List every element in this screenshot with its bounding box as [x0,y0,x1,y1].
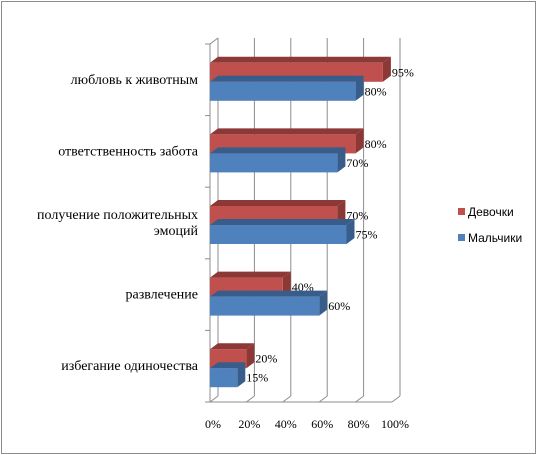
bar-side-face [282,271,291,297]
floor-gridline [246,395,255,403]
category-label: эмоций [154,224,199,239]
bar [210,153,338,173]
category-label: любловь к животным [71,73,199,88]
bar-side-face [246,343,255,369]
data-label: 75% [356,228,378,242]
category-label: избегание одиночества [61,359,199,374]
category-label: ответственность забота [58,144,199,159]
x-tick-label: 100% [381,417,409,431]
bar-side-face [355,128,364,154]
legend-swatch [458,234,465,241]
legend-label: Мальчики [468,231,522,245]
floor-gridline [391,395,401,403]
bar-side-face [337,147,346,173]
x-tick-label: 40% [275,417,297,431]
legend-label: Девочки [468,205,514,219]
floor-gridline [209,395,219,403]
floor-gridline [282,395,292,403]
bar-top-face [210,200,346,206]
bar [210,81,356,101]
bar [210,368,238,388]
x-tick-label: 0% [205,417,221,431]
bar-top-face [210,56,391,63]
x-tick-label: 20% [238,417,260,431]
data-label: 60% [328,299,350,313]
data-label: 80% [365,84,387,98]
bar-side-face [337,200,346,225]
bar-top-face [210,75,364,82]
floor-gridline [318,395,328,403]
data-label: 80% [365,137,387,151]
x-tick-label: 80% [348,417,370,431]
bar-top-face [210,128,364,135]
bar-side-face [382,56,391,82]
bar-side-face [346,219,355,244]
bar [210,296,320,316]
bar-top-face [210,362,246,369]
data-label: 20% [255,352,277,366]
bar-top-face [210,271,291,278]
data-label: 15% [246,371,268,385]
category-label: получение положительных [37,208,198,223]
floor-gridline [355,395,364,403]
wall-edge [209,37,219,45]
bar-top-face [210,147,346,154]
bar-side-face [355,75,364,101]
bar-top-face [210,290,328,297]
bar-side-face [237,362,246,388]
data-label: 95% [392,65,414,79]
data-label: 70% [346,156,368,170]
legend-swatch [458,208,465,215]
x-tick-label: 60% [311,417,333,431]
bar-side-face [319,290,328,316]
category-label: развлечение [126,288,198,303]
bar-top-face [210,219,355,225]
bar [210,225,347,244]
bar-top-face [210,343,255,350]
